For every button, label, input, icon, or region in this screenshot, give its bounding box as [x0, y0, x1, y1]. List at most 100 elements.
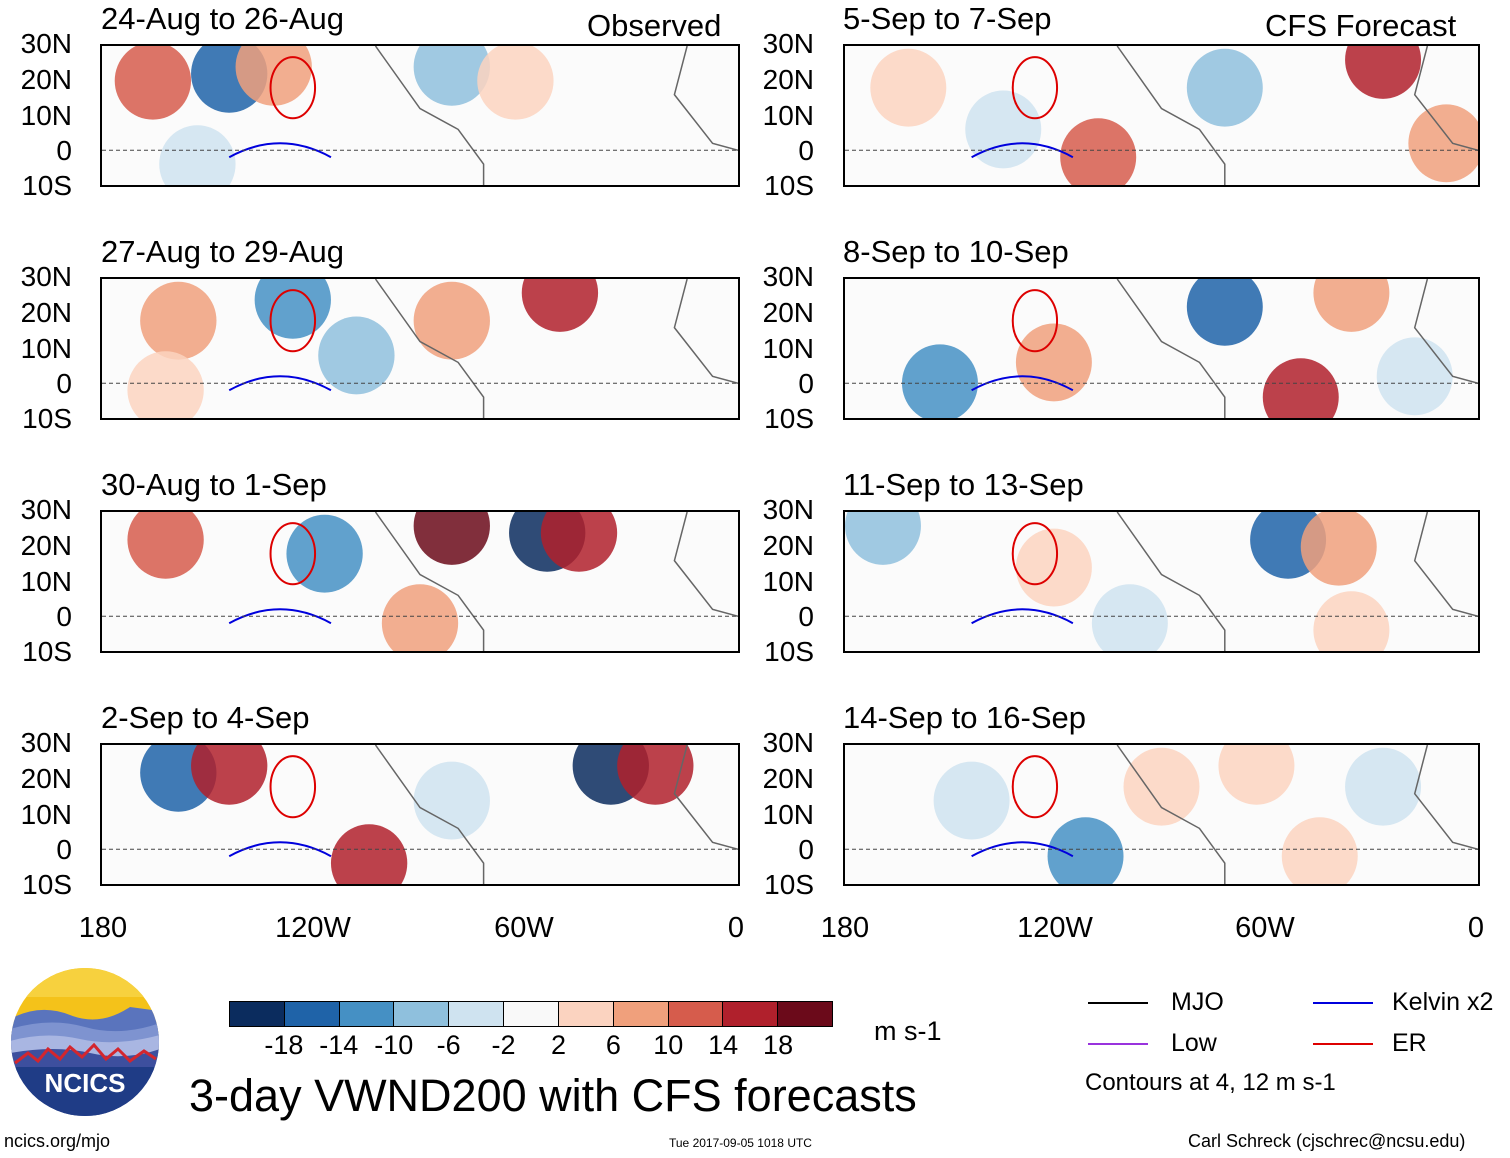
er-contour: [269, 755, 317, 819]
colorbar-tick-label: -10: [374, 1030, 414, 1060]
kelvin-contour: [228, 841, 332, 858]
colorbar-swatch: [504, 1002, 559, 1026]
lat-tick-label: 10S: [764, 869, 814, 900]
anomaly-blob: [870, 48, 947, 127]
anomaly-blob: [1047, 817, 1124, 884]
logo-text: NCICS: [45, 1068, 126, 1098]
colorbar-tick-label: -14: [319, 1030, 359, 1060]
coastline: [1116, 745, 1478, 884]
lat-tick-label: 20N: [20, 297, 72, 328]
er-contour: [269, 522, 317, 586]
lon-tick-label: 60W: [494, 912, 554, 944]
chart-title: 3-day VWND200 with CFS forecasts: [189, 1070, 917, 1121]
lat-tick-label: 10S: [22, 403, 72, 434]
anomaly-blob: [254, 279, 331, 339]
anomaly-blob: [933, 761, 1010, 840]
kelvin-contour: [971, 142, 1074, 159]
footer-site-link[interactable]: ncics.org/mjo: [4, 1131, 111, 1151]
lat-tick-label: 0: [56, 834, 72, 865]
er-contour: [269, 56, 317, 120]
colorbar-tick-label: 18: [763, 1030, 794, 1060]
panel-title: 27-Aug to 29-Aug: [101, 234, 345, 269]
lon-tick-label: 180: [820, 912, 870, 944]
anomaly-blob: [1281, 817, 1358, 884]
lat-tick-label: 10N: [20, 100, 72, 131]
colorbar-tick-label: -18: [264, 1030, 304, 1060]
anomaly-blob: [1313, 279, 1390, 332]
lat-tick-label: 10S: [22, 869, 72, 900]
lat-tick-label: 30N: [20, 727, 72, 758]
anomaly-blob: [1186, 48, 1263, 127]
anomaly-blob: [540, 512, 618, 572]
lon-tick-label: 0: [1467, 912, 1485, 944]
anomaly-blob: [413, 761, 490, 840]
anomaly-blob: [965, 90, 1042, 169]
anomaly-blob: [1408, 104, 1478, 183]
lat-tick-label: 0: [798, 135, 814, 166]
lat-tick-label: 20N: [762, 763, 814, 794]
lat-tick-label: 10S: [764, 170, 814, 201]
lat-tick-label: 20N: [20, 530, 72, 561]
legend-label-kelvin: Kelvin x2: [1392, 988, 1494, 1016]
lat-tick-label: 10N: [762, 100, 814, 131]
anomaly-blob: [477, 46, 554, 120]
anomaly-blob: [521, 279, 599, 332]
lat-tick-label: 10S: [22, 170, 72, 201]
legend-label-mjo: MJO: [1171, 988, 1224, 1016]
colorbar-swatch: [723, 1002, 779, 1026]
lat-tick-label: 20N: [20, 64, 72, 95]
coastline: [374, 279, 738, 418]
lat-tick-label: 10N: [762, 566, 814, 597]
kelvin-contour: [228, 375, 332, 392]
coastline: [374, 512, 738, 651]
lat-tick-label: 20N: [762, 64, 814, 95]
anomaly-blob: [1376, 337, 1453, 416]
anomaly-blob: [413, 281, 490, 360]
anomaly-blob: [1300, 512, 1377, 586]
coastline: [374, 46, 738, 185]
lat-tick-label: 10N: [20, 799, 72, 830]
colorbar-units: m s-1: [874, 1016, 942, 1046]
kelvin-contour: [228, 608, 332, 625]
map-panel-observed-3: [100, 510, 740, 653]
anomaly-blob: [235, 46, 312, 106]
lat-tick-label: 20N: [762, 530, 814, 561]
anomaly-blob: [127, 512, 204, 579]
anomaly-blob: [413, 46, 490, 106]
map-panel-forecast-3: [843, 510, 1480, 653]
legend-line-mjo: [1088, 1002, 1148, 1004]
panel-title: 5-Sep to 7-Sep: [843, 1, 1052, 36]
anomaly-blob: [1015, 323, 1092, 402]
lat-tick-label: 0: [798, 368, 814, 399]
anomaly-blob: [1345, 46, 1422, 99]
anomaly-blob: [191, 745, 268, 805]
anomaly-blob: [140, 281, 217, 360]
map-panel-observed-1: [100, 44, 740, 187]
anomaly-blob: [286, 514, 363, 593]
anomaly-blob: [617, 745, 694, 805]
map-panel-observed-2: [100, 277, 740, 420]
colorbar-swatch: [230, 1002, 285, 1026]
coastline: [1116, 46, 1478, 185]
lat-tick-label: 10N: [762, 333, 814, 364]
colorbar-tick-label: -6: [436, 1030, 461, 1060]
er-contour: [1011, 289, 1059, 353]
anomaly-blob: [381, 584, 459, 651]
legend-line-er: [1313, 1043, 1373, 1045]
anomaly-blob: [1218, 745, 1295, 805]
lon-tick-label: 120W: [1017, 912, 1093, 944]
lon-tick-label: 0: [727, 912, 745, 944]
lat-tick-label: 20N: [762, 297, 814, 328]
colorbar-swatch: [449, 1002, 505, 1026]
colorbar-tick-label: 2: [550, 1030, 566, 1060]
colorbar-swatch: [558, 1002, 614, 1026]
lon-tick-label: 120W: [275, 912, 351, 944]
anomaly-blob: [318, 316, 395, 395]
anomaly-blob: [159, 125, 236, 185]
lon-tick-label: 60W: [1235, 912, 1295, 944]
panel-title: 11-Sep to 13-Sep: [843, 467, 1084, 502]
anomaly-blob: [114, 46, 192, 120]
colorbar-tick-label: 6: [605, 1030, 621, 1060]
map-panel-forecast-2: [843, 277, 1480, 420]
anomaly-blob: [901, 344, 978, 418]
